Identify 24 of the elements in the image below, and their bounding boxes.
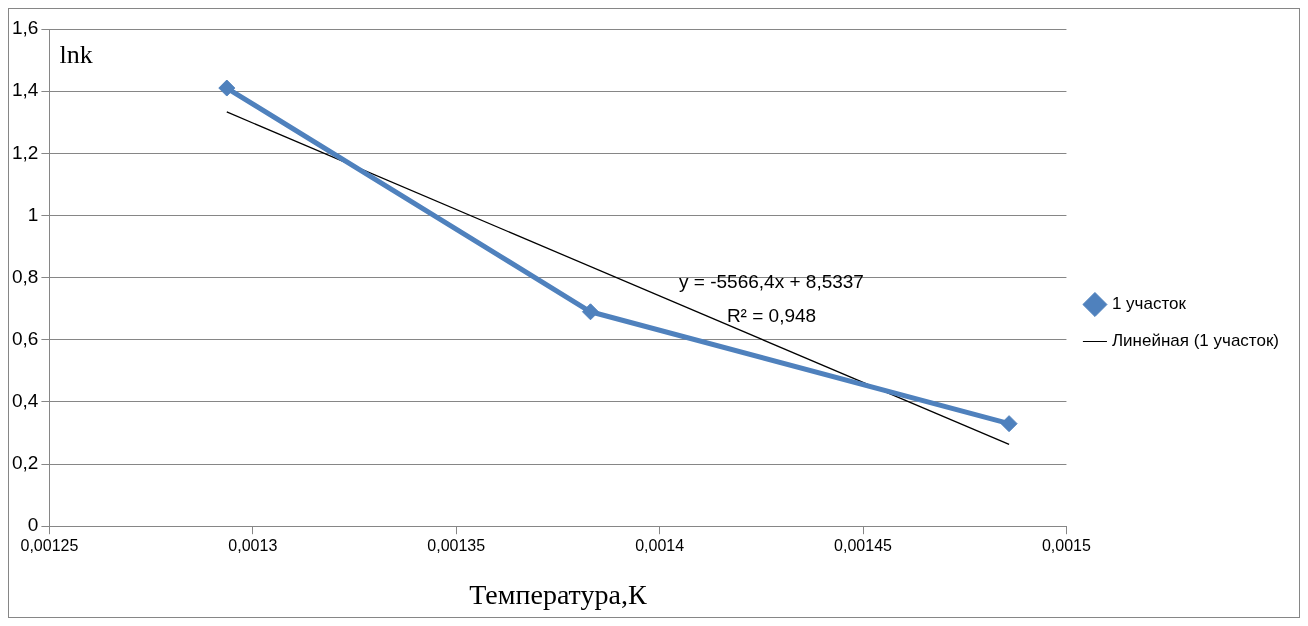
legend-label: Линейная (1 участок) — [1111, 331, 1279, 351]
x-tick-label: 0,0015 — [1041, 537, 1092, 555]
annotation: y = -5566,4x + 8,5337 — [679, 270, 864, 292]
y-tick-label: 0,6 — [11, 327, 39, 349]
y-tick-label: 1,2 — [11, 141, 39, 163]
y-tick-label: 0,8 — [11, 265, 39, 287]
y-axis-title: lnk — [59, 39, 93, 69]
y-tick-label: 1 — [27, 203, 39, 225]
x-tick-label: 0,0013 — [228, 537, 278, 555]
point — [218, 79, 236, 97]
x-tick-label: 0,00145 — [834, 537, 893, 555]
annotation: R² = 0,948 — [726, 304, 817, 326]
y-tick-label: 1,4 — [11, 79, 39, 101]
x-tick-label: 0,0014 — [635, 537, 685, 555]
y-tick-label: 1,6 — [11, 17, 39, 39]
x-tick-label: 0,00125 — [20, 537, 79, 555]
x-tick-label: 0,00135 — [427, 537, 486, 555]
y-tick-label: 0,2 — [11, 452, 39, 474]
y-tick-label: 0,4 — [11, 390, 39, 412]
point — [1000, 415, 1018, 433]
y-tick-label: 0 — [27, 514, 39, 536]
x-axis-title: Температура,К — [469, 578, 647, 610]
legend-label: 1 участок — [1111, 294, 1187, 314]
point — [581, 303, 599, 321]
